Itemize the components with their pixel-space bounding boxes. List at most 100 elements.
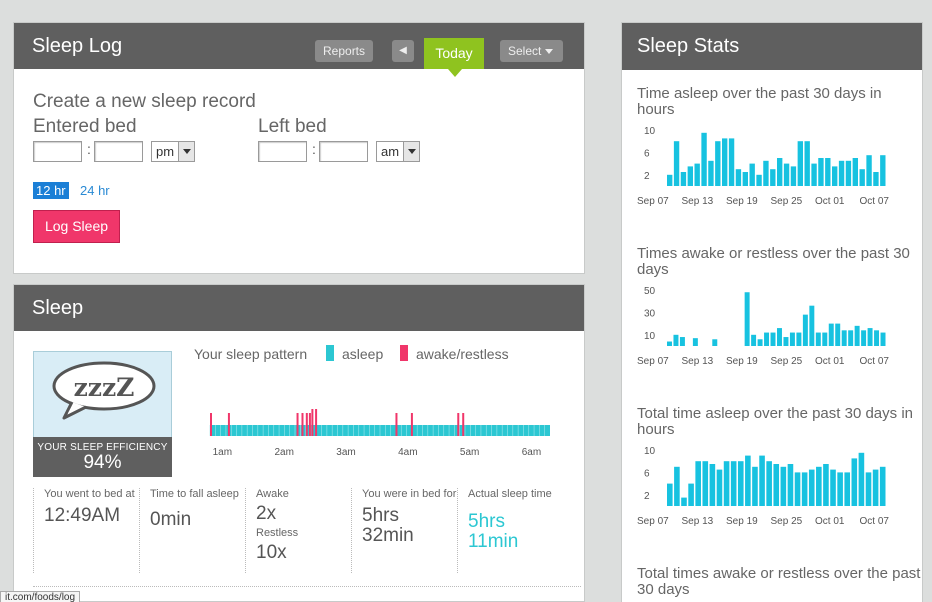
bar [688,483,694,506]
left-bed-hour-input[interactable] [258,141,307,162]
bedtime-label: You went to bed at [44,488,135,500]
bar [673,141,680,186]
bar [679,337,685,346]
left-bed-minute-input[interactable] [319,141,368,162]
x-tick-label: Oct 01 [815,196,845,207]
bar [837,472,843,506]
x-tick-label: Oct 07 [860,356,890,367]
log-sleep-button[interactable]: Log Sleep [33,210,120,243]
bar [749,163,755,186]
pattern-tick-label: 5am [460,447,479,458]
bar [777,328,782,346]
bar [723,461,730,506]
entered-bed-hour-input[interactable] [33,141,82,162]
bar [865,472,872,506]
pattern-tick-label: 4am [398,447,417,458]
y-tick-label: 6 [644,148,650,159]
x-tick-label: Sep 07 [637,356,669,367]
bar [789,332,795,346]
bar [866,155,872,186]
bar [751,334,757,346]
bar [712,339,718,346]
bar [728,138,735,186]
awake-mark [305,413,308,436]
bar [796,332,802,346]
today-tab[interactable]: Today [424,38,484,69]
bar [687,166,693,186]
colon-separator: : [87,141,91,157]
awake-mark [210,413,212,436]
bar [818,158,824,186]
x-tick-label: Sep 25 [771,516,803,527]
bar [763,160,769,186]
dropdown-arrow-icon [403,142,419,161]
bar [859,169,865,186]
bar [770,169,776,186]
bar [694,163,700,186]
efficiency-label: YOUR SLEEP EFFICIENCY [37,442,168,453]
chart-title-times-awake: Times awake or restless over the past 30… [637,245,910,278]
bedtime-stat: You went to bed at 12:49AM [33,488,139,573]
left-bed-ampm-select[interactable]: am [376,141,420,162]
bar [808,469,815,506]
bar [673,334,679,346]
actual-sleep-label: Actual sleep time [468,488,552,500]
bar [752,466,758,506]
y-tick-label: 50 [644,286,656,297]
bar [745,455,751,506]
awake-mark [308,413,311,436]
12-hour-toggle[interactable]: 12 hr [33,182,69,199]
bar [880,332,886,346]
bar [790,166,797,186]
bar [787,464,794,506]
divider [33,586,581,587]
bar [716,469,723,506]
in-bed-stat: You were in bed for 5hrs 32min [351,488,457,573]
x-tick-label: Sep 19 [726,196,758,207]
bar [780,466,787,506]
awake-mark [227,413,230,436]
select-label: Select [508,44,542,58]
bar [838,160,845,186]
legend-asleep-swatch [326,345,334,361]
bar [770,332,776,346]
x-tick-label: Sep 07 [637,196,669,207]
fall-asleep-label: Time to fall asleep [150,488,239,500]
bar [811,163,817,186]
x-tick-label: Sep 25 [771,196,803,207]
create-record-title: Create a new sleep record [33,91,256,112]
bar [802,314,808,346]
bar [783,163,790,186]
bar [783,337,789,346]
bar [873,172,879,186]
bar [722,138,728,186]
bar [715,141,721,186]
x-tick-label: Oct 01 [815,356,845,367]
bar [667,483,673,506]
bar [845,160,852,186]
entered-bed-minute-input[interactable] [94,141,143,162]
bar [742,172,748,186]
bar [872,469,879,506]
bar [880,155,886,186]
24-hour-toggle[interactable]: 24 hr [80,183,110,198]
x-tick-label: Sep 19 [726,516,758,527]
bar [730,461,737,506]
actual-sleep-stat: Actual sleep time 5hrs 11min [457,488,575,573]
awake-mark [315,409,318,436]
bar [867,328,873,346]
select-date-button[interactable]: Select [500,40,563,62]
x-tick-label: Oct 01 [815,516,845,527]
y-tick-label: 10 [644,331,656,342]
sleep-stats-header: Sleep Stats [622,23,922,70]
bar [828,323,834,346]
previous-day-button[interactable]: ◀ [392,40,414,62]
bar [667,174,673,186]
sleep-header: Sleep [14,285,584,331]
bar [879,466,886,506]
reports-button[interactable]: Reports [315,40,374,62]
entered-bed-ampm-select[interactable]: pm [151,141,195,162]
sleep-pattern-title: Your sleep pattern [194,346,308,362]
bar [759,455,765,506]
bar [851,458,858,506]
